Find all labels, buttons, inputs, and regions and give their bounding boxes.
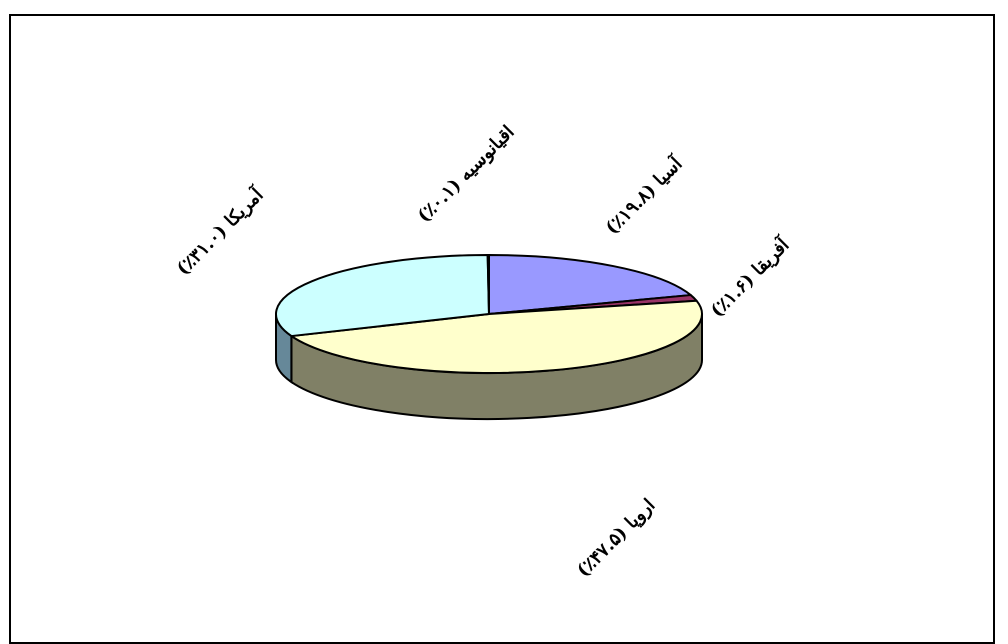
pie-slice-اروپا-(۴۷.۵٪) <box>290 299 703 375</box>
slice-label-آسیا-(۱۹.۸٪): آسیا (۱۹.۸٪) <box>600 151 688 239</box>
slice-label-آفریقا-(۱.۶٪): آفریقا (۱.۶٪) <box>705 232 795 322</box>
pie-slice-آمریکا-(۳۱.۰٪) <box>275 254 490 338</box>
pie-slice-اقیانوسیه-(۰.۱٪) <box>486 253 490 315</box>
slice-label-آمریکا-(۳۱.۰٪): آمریکا (۳۱.۰٪) <box>171 182 269 280</box>
slice-label-اقیانوسیه-(۰.۱٪): اقیانوسیه (۰.۱٪) <box>414 122 519 227</box>
pie-chart: آسیا (۱۹.۸٪)آفریقا (۱.۶٪) اروپا (۴۷.۵٪) آم… <box>171 122 795 582</box>
slice-label-اروپا-(۴۷.۵٪): اروپا (۴۷.۵٪) <box>573 495 659 581</box>
pie-tops <box>275 253 703 375</box>
